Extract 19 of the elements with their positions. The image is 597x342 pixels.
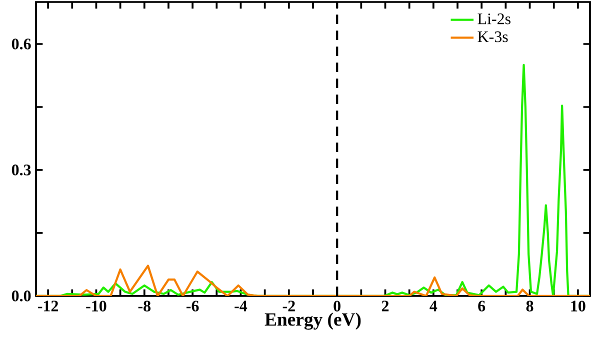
legend-label: Li-2s <box>478 13 510 24</box>
x-tick-label: 0 <box>334 300 340 312</box>
x-tick-label: 8 <box>526 300 534 312</box>
x-tick-label: -6 <box>186 300 199 312</box>
x-tick-label: -2 <box>282 300 295 312</box>
line-series <box>36 264 590 296</box>
legend-label: K-3s <box>478 31 508 42</box>
x-tick-label: 4 <box>430 300 438 312</box>
x-tick-label: -4 <box>234 300 248 312</box>
x-tick-label: 6 <box>478 300 486 312</box>
x-axis-title: Energy (eV) <box>264 312 361 330</box>
x-tick-label: 10 <box>571 300 586 312</box>
x-tick-label: 2 <box>382 300 389 312</box>
y-tick-label: 0.6 <box>12 38 31 50</box>
x-tick-label: -12 <box>38 300 58 312</box>
y-tick-label: 0.3 <box>12 164 31 176</box>
x-tick-label: -8 <box>138 300 151 312</box>
x-tick-label: -10 <box>86 300 106 312</box>
y-tick-label: 0.0 <box>12 290 31 302</box>
